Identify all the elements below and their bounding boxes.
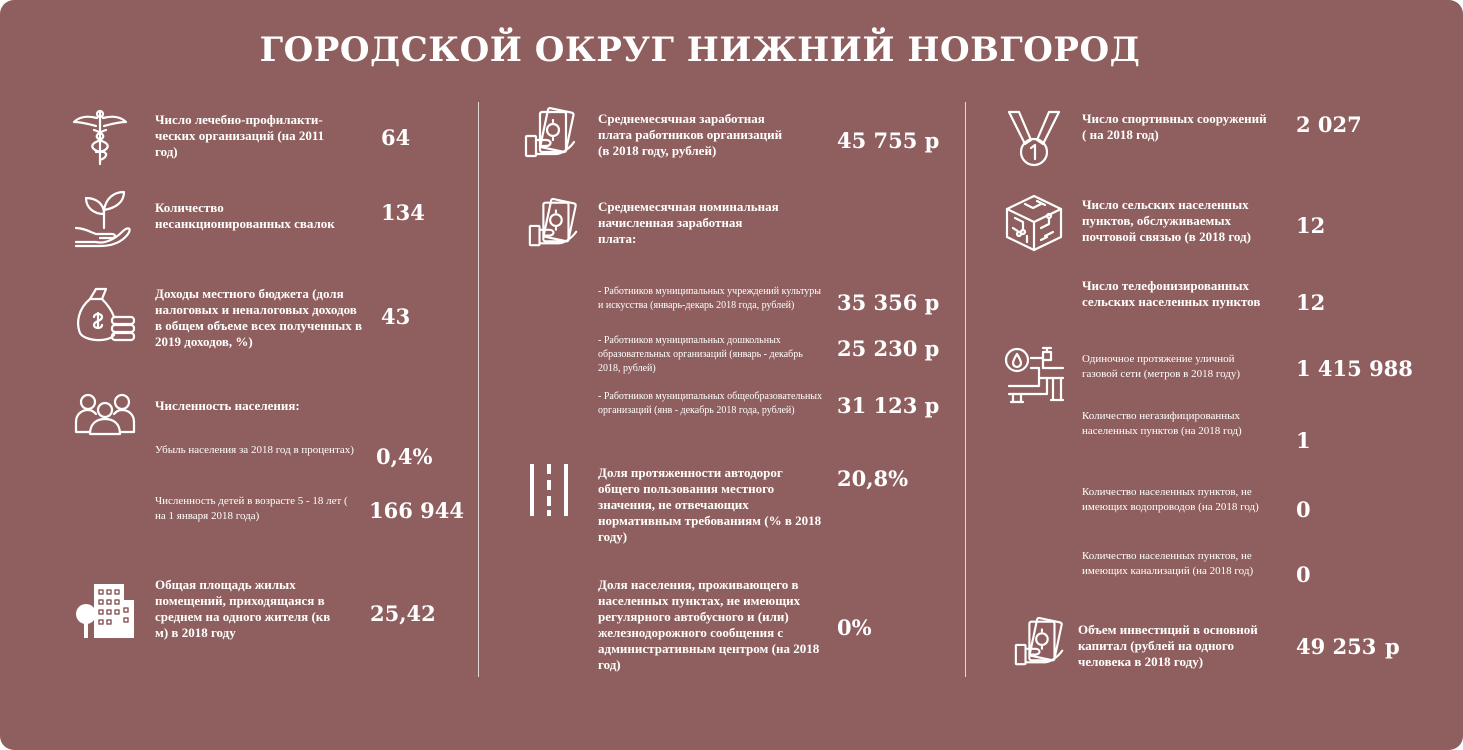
roads-value: 20,8% xyxy=(837,466,909,491)
gas-length-label: Одиночное протяжение уличной газовой сет… xyxy=(1082,353,1241,380)
avg-salary-label: Среднемесячная заработная плата работник… xyxy=(598,111,783,158)
schools-value: 31 123 р xyxy=(837,393,940,418)
housing-value: 25,42 xyxy=(370,601,436,626)
column-divider xyxy=(478,102,479,677)
budget-value: 43 xyxy=(381,304,411,329)
investment-value: 49 253 xyxy=(1296,634,1377,659)
culture-value: 35 356 р xyxy=(837,290,940,315)
medal-icon xyxy=(1005,108,1063,168)
transport-label: Доля населения, проживающего в населенны… xyxy=(598,577,820,672)
preschool-value: 25 230 р xyxy=(837,336,940,361)
housing-label: Общая площадь жилых помещений, приходяща… xyxy=(155,577,331,640)
no-sewer-label: Количество населенных пунктов, не имеющи… xyxy=(1082,550,1254,577)
phone-value: 12 xyxy=(1296,290,1326,315)
budget-label: Доходы местного бюджета (доля налоговых … xyxy=(155,286,363,349)
population-label: Численность населения: xyxy=(155,398,300,413)
money-bag-coins-icon xyxy=(76,285,138,347)
no-sewer-value: 0 xyxy=(1296,562,1311,587)
salary-hand-icon xyxy=(1012,615,1068,669)
nominal-salary-label: Среднемесячная номинальная начисленная з… xyxy=(598,199,779,246)
sports-label: Число спортивных сооружений ( на 2018 го… xyxy=(1082,111,1267,142)
preschool-label: - Работников муниципальных дошкольных об… xyxy=(598,335,803,374)
decline-value: 0,4% xyxy=(376,444,433,469)
postal-label: Число сельских населенных пунктов, обслу… xyxy=(1082,197,1251,244)
people-group-icon xyxy=(72,392,138,438)
circuit-box-icon xyxy=(1003,192,1065,254)
medical-value: 64 xyxy=(381,125,411,150)
children-label: Численность детей в возрасте 5 - 18 лет … xyxy=(155,495,348,522)
no-gas-value: 1 xyxy=(1296,428,1311,453)
culture-label: - Работников муниципальных учреждений ку… xyxy=(598,286,822,311)
gas-length-value: 1 415 988 xyxy=(1296,356,1413,381)
road-icon xyxy=(528,462,570,518)
phone-label: Число телефонизированных сельских населе… xyxy=(1082,278,1261,309)
page-title: ГОРОДСКОЙ ОКРУГ НИЖНИЙ НОВГОРОД xyxy=(259,30,1141,70)
column-divider xyxy=(965,102,966,677)
children-value: 166 944 xyxy=(369,498,464,523)
salary-hand-icon xyxy=(526,196,582,250)
gas-pipe-icon xyxy=(1003,346,1067,406)
dumps-label: Количество несанкционированных свалок xyxy=(155,200,335,231)
no-gas-label: Количество негазифицированных населенных… xyxy=(1082,410,1242,437)
schools-label: - Работников муниципальных общеобразоват… xyxy=(598,391,823,416)
buildings-icon xyxy=(74,580,136,640)
caduceus-icon xyxy=(70,108,130,166)
no-water-value: 0 xyxy=(1296,497,1311,522)
sports-value: 2 027 xyxy=(1296,112,1362,137)
transport-value: 0% xyxy=(837,615,872,640)
dumps-value: 134 xyxy=(381,200,425,225)
avg-salary-value: 45 755 р xyxy=(837,128,940,153)
salary-hand-icon xyxy=(522,106,580,160)
no-water-label: Количество населенных пунктов, не имеющи… xyxy=(1082,486,1259,513)
decline-label: Убыль населения за 2018 год в процентах) xyxy=(155,444,354,456)
postal-value: 12 xyxy=(1296,213,1326,238)
investment-label: Объем инвестиций в основной капитал (руб… xyxy=(1078,622,1258,669)
sprout-hand-icon xyxy=(72,188,134,248)
medical-label: Число лечебно-профилакти-ческих организа… xyxy=(155,112,325,159)
investment-currency: р xyxy=(1385,634,1400,659)
roads-label: Доля протяженности автодорог общего поль… xyxy=(598,465,822,544)
